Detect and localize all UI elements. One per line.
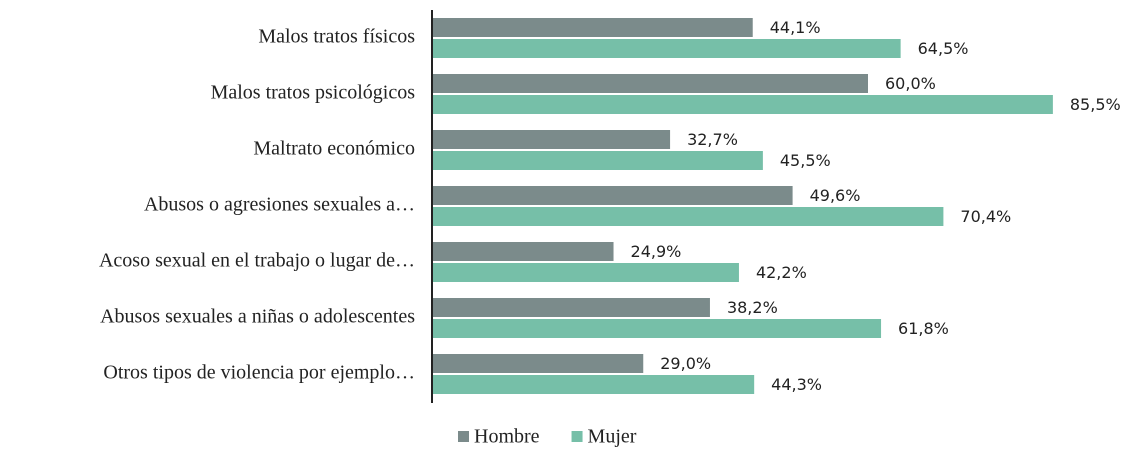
category-label: Malos tratos físicos [258,26,415,48]
bar [433,263,739,282]
value-label: 61,8% [898,319,949,338]
value-label: 42,2% [756,263,807,282]
bar [433,354,644,373]
bar [433,130,671,149]
legend-swatch [458,431,469,442]
bar [433,375,755,394]
category-label: Abusos sexuales a niñas o adolescentes [100,306,415,328]
value-label: 32,7% [687,130,738,149]
value-label: 45,5% [780,151,831,170]
bar [433,151,763,170]
bar [433,207,944,226]
value-label: 85,5% [1070,95,1121,114]
value-label: 49,6% [810,186,861,205]
category-label: Maltrato económico [253,138,415,160]
category-label: Acoso sexual en el trabajo o lugar de… [99,250,415,272]
bar [433,95,1053,114]
bar [433,298,710,317]
bar [433,74,868,93]
value-label: 38,2% [727,298,778,317]
value-label: 24,9% [631,242,682,261]
bar [433,319,882,338]
legend-swatch [571,431,583,442]
bar [433,242,614,261]
value-label: 60,0% [885,74,936,93]
value-label: 29,0% [660,354,711,373]
legend-label: Mujer [588,426,637,448]
bar [433,18,753,37]
value-label: 44,3% [771,375,822,394]
value-label: 44,1% [770,18,821,37]
value-label: 70,4% [960,207,1011,226]
category-label: Otros tipos de violencia por ejemplo… [103,362,415,384]
category-label: Malos tratos psicológicos [211,82,416,104]
bar [433,186,793,205]
bar [433,39,901,58]
legend-label: Hombre [474,426,540,448]
value-label: 64,5% [918,39,969,58]
category-label: Abusos o agresiones sexuales a… [144,194,415,216]
